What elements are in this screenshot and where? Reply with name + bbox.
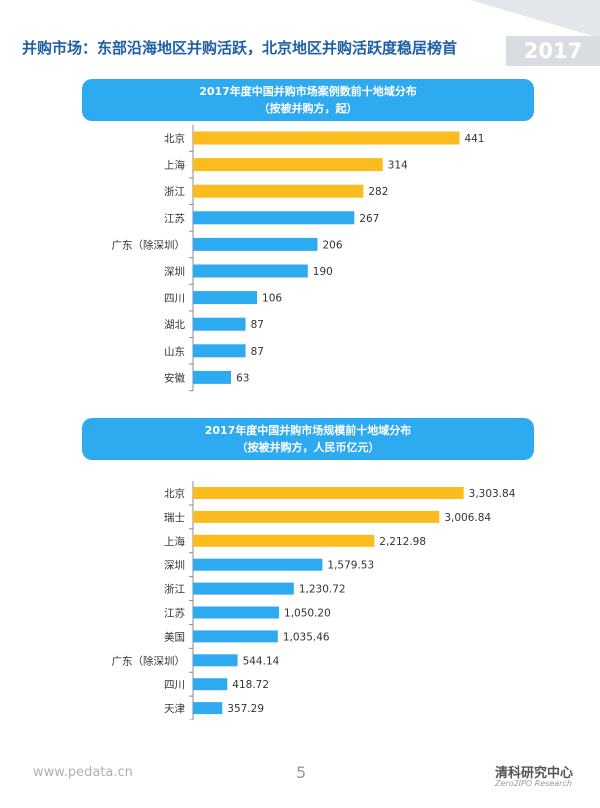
- category-label: 美国: [164, 630, 185, 643]
- data-label: 1,230.72: [299, 584, 346, 596]
- category-label: 上海: [164, 159, 185, 172]
- category-label: 北京: [164, 132, 185, 145]
- data-label: 418.72: [232, 679, 269, 691]
- data-label: 267: [359, 213, 379, 225]
- bar: [193, 558, 323, 571]
- data-label: 206: [322, 239, 342, 251]
- bar: [193, 291, 258, 305]
- page-title: 并购市场：东部沿海地区并购活跃，北京地区并购活跃度稳居榜首: [22, 39, 458, 57]
- category-label: 深圳: [164, 266, 185, 278]
- category-label: 上海: [164, 535, 185, 548]
- chart-title-box: 2017年度中国并购市场规模前十地域分布 （按被并购方，人民币亿元）: [82, 418, 534, 460]
- data-label: 2,212.98: [379, 536, 426, 548]
- chart-title: 2017年度中国并购市场案例数前十地域分布: [199, 85, 417, 98]
- corner-decoration: [470, 0, 600, 38]
- data-label: 357.29: [227, 703, 264, 715]
- data-label: 87: [251, 319, 264, 331]
- data-label: 441: [464, 133, 484, 145]
- bar: [193, 606, 280, 619]
- category-label: 北京: [164, 487, 185, 500]
- data-label: 1,050.20: [284, 608, 331, 620]
- category-label: 深圳: [164, 560, 185, 572]
- category-label: 江苏: [164, 212, 185, 225]
- data-label: 1,579.53: [327, 560, 374, 572]
- category-label: 江苏: [164, 607, 185, 620]
- category-label: 浙江: [164, 186, 185, 198]
- footer-url[interactable]: www.pedata.cn: [33, 765, 133, 780]
- bar: [193, 264, 308, 278]
- data-label: 3,303.84: [469, 488, 516, 500]
- bar: [193, 317, 246, 331]
- chart-case-count-plot: 北京 441 上海 314 浙江 282 江苏 267 广东（除深圳） 206 深圳 190 四川 106…: [112, 124, 484, 392]
- category-label: 瑞士: [164, 511, 185, 524]
- data-label: 282: [368, 186, 388, 198]
- category-label: 浙江: [164, 584, 185, 596]
- data-label: 87: [251, 346, 264, 358]
- chart-title-box: 2017年度中国并购市场案例数前十地域分布 （按被并购方，起）: [82, 79, 534, 121]
- category-label: 安徽: [164, 371, 185, 384]
- bar: [193, 370, 232, 384]
- category-label: 四川: [164, 293, 185, 305]
- data-label: 314: [388, 160, 408, 172]
- brand-logo: 清科研究中心: [495, 766, 574, 781]
- bar: [193, 582, 294, 595]
- bar: [193, 678, 228, 691]
- bar: [193, 237, 318, 251]
- category-label: 天津: [164, 703, 185, 715]
- bar: [193, 487, 464, 499]
- brand-subtitle: Zero2IPO Research: [495, 779, 572, 788]
- data-label: 106: [262, 293, 282, 305]
- bar: [193, 510, 440, 523]
- data-label: 190: [313, 266, 333, 278]
- bar: [193, 131, 460, 145]
- bar: [193, 344, 246, 358]
- category-label: 山东: [164, 345, 185, 358]
- chart-subtitle: （按被并购方，起）: [258, 102, 358, 115]
- chart-title: 2017年度中国并购市场规模前十地域分布: [204, 424, 412, 437]
- data-label: 63: [236, 372, 249, 384]
- chart-deal-value-plot: 北京 3,303.84 瑞士 3,006.84 上海 2,212.98 深圳 1,579.53…: [112, 481, 516, 720]
- year-badge: 2017: [506, 36, 600, 66]
- data-label: 1,035.46: [283, 631, 330, 643]
- bar: [193, 211, 355, 225]
- category-label: 四川: [164, 679, 185, 691]
- bar: [193, 158, 383, 172]
- chart-subtitle: （按被并购方，人民币亿元）: [236, 441, 380, 454]
- bar: [193, 702, 223, 715]
- category-label: 广东（除深圳）: [112, 654, 186, 667]
- category-label: 广东（除深圳）: [112, 238, 186, 251]
- bar: [193, 654, 238, 667]
- bar: [193, 630, 278, 643]
- bar: [193, 184, 364, 198]
- data-label: 3,006.84: [444, 512, 491, 524]
- bar: [193, 534, 375, 547]
- data-label: 544.14: [243, 655, 280, 667]
- page-number: 5: [296, 763, 307, 782]
- category-label: 湖北: [164, 319, 185, 331]
